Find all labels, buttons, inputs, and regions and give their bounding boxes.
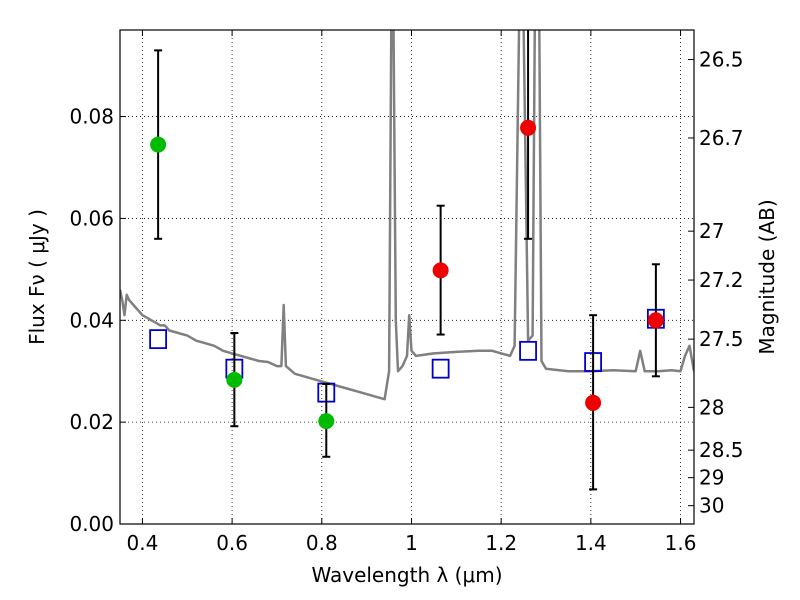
magnitude-tick-label: 27.2 — [699, 268, 744, 292]
magnitude-tick-label: 28.5 — [699, 438, 744, 462]
y-axis-right-label: Magnitude (AB) — [755, 199, 779, 354]
y-axis-label: Flux Fν ( μJy ) — [25, 209, 49, 345]
axis-ticks: 0.4 0.6 0.8 1 1.2 1.4 1.6 0.00 0.02 0.04 0.06 0.08 2… — [69, 30, 744, 555]
x-tick-label: 0.4 — [127, 531, 159, 555]
magnitude-tick-label: 26.7 — [699, 126, 744, 150]
x-tick-label: 1 — [405, 531, 418, 555]
x-axis-label: Wavelength λ (μm) — [311, 563, 502, 587]
x-tick-label: 0.8 — [306, 531, 338, 555]
model-spectrum-line — [120, 30, 694, 401]
magnitude-tick-label: 30 — [699, 494, 724, 518]
observed-flux-point — [520, 119, 537, 136]
x-tick-label: 1.4 — [575, 531, 607, 555]
observed-flux-point — [150, 136, 167, 153]
model-flux-square — [519, 340, 537, 361]
plot-frame — [119, 29, 695, 525]
observed-flux-point — [318, 413, 335, 430]
magnitude-tick-label: 28 — [699, 395, 724, 419]
model-flux-square — [431, 358, 450, 379]
x-tick-label: 1.6 — [665, 531, 697, 555]
observed-flux-point — [647, 312, 664, 329]
y-tick-label: 0.02 — [69, 410, 114, 434]
y-tick-label: 0.08 — [69, 105, 114, 129]
magnitude-tick-label: 27 — [699, 219, 724, 243]
x-tick-label: 1.2 — [485, 531, 517, 555]
y-tick-label: 0.00 — [69, 512, 114, 536]
magnitude-tick-label: 26.5 — [699, 48, 744, 72]
y-tick-label: 0.06 — [69, 206, 114, 230]
y-tick-label: 0.04 — [69, 308, 114, 332]
model-flux-square — [149, 329, 168, 350]
magnitude-tick-label: 27.5 — [699, 327, 744, 351]
plot-area — [120, 30, 694, 491]
observed-flux-point — [226, 371, 243, 388]
magnitude-tick-label: 29 — [699, 466, 724, 490]
grid-lines — [120, 30, 694, 524]
observed-flux-point — [585, 394, 602, 411]
x-tick-label: 0.6 — [216, 531, 248, 555]
observed-flux-point — [432, 262, 449, 279]
